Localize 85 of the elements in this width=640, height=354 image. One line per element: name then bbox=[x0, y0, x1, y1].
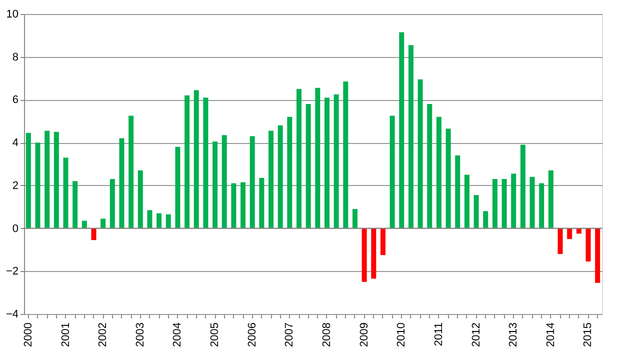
x-tick-label: 2009 bbox=[358, 322, 370, 347]
bar bbox=[138, 170, 143, 228]
bar bbox=[222, 135, 227, 228]
bar bbox=[474, 195, 479, 228]
bar bbox=[306, 104, 311, 228]
bar bbox=[427, 104, 432, 228]
bar bbox=[91, 228, 96, 240]
bar bbox=[278, 125, 283, 228]
y-tick-label: 8 bbox=[12, 51, 18, 64]
bar bbox=[586, 228, 591, 262]
bar bbox=[147, 210, 152, 228]
bar bbox=[464, 174, 470, 228]
x-tick-label: 2002 bbox=[97, 322, 110, 347]
bar bbox=[259, 178, 264, 228]
bar bbox=[26, 132, 31, 228]
bar bbox=[156, 213, 162, 228]
bar bbox=[287, 116, 292, 228]
x-tick-label: 2011 bbox=[432, 322, 445, 346]
bar bbox=[231, 183, 236, 228]
x-tick-label: 2005 bbox=[209, 322, 222, 347]
bar bbox=[502, 179, 507, 228]
x-tick-label: 2007 bbox=[284, 322, 296, 347]
bar bbox=[194, 90, 199, 228]
bar bbox=[35, 142, 40, 228]
bar bbox=[362, 228, 367, 282]
y-tick-label: 6 bbox=[12, 94, 18, 106]
bar bbox=[567, 228, 572, 239]
bar bbox=[380, 228, 386, 256]
bar bbox=[455, 155, 460, 228]
y-tick-label: 4 bbox=[12, 137, 18, 150]
bar bbox=[418, 79, 423, 228]
bar bbox=[446, 128, 451, 228]
bar bbox=[324, 98, 330, 228]
bar bbox=[511, 174, 516, 228]
bar bbox=[166, 214, 171, 228]
bar bbox=[212, 142, 218, 228]
x-tick-label: 2014 bbox=[544, 322, 557, 347]
bar bbox=[240, 182, 246, 228]
bar bbox=[548, 170, 554, 228]
x-tick-label: 2008 bbox=[320, 322, 333, 347]
bar bbox=[184, 95, 190, 228]
bar bbox=[128, 116, 134, 228]
bar bbox=[334, 94, 339, 228]
bar bbox=[520, 144, 526, 228]
bar bbox=[530, 176, 535, 228]
bar bbox=[408, 45, 414, 228]
x-tick-label: 2001 bbox=[60, 322, 72, 347]
bar bbox=[250, 136, 255, 228]
bar bbox=[595, 228, 600, 283]
bar bbox=[44, 130, 50, 228]
bar bbox=[558, 228, 563, 254]
bar bbox=[63, 158, 68, 228]
y-tick-label: 10 bbox=[6, 8, 18, 20]
x-tick-label: 2006 bbox=[246, 322, 258, 347]
bar bbox=[539, 183, 544, 228]
y-tick-label: 0 bbox=[12, 222, 18, 235]
bar bbox=[100, 218, 106, 228]
x-tick-label: 2003 bbox=[134, 322, 146, 347]
bar bbox=[175, 146, 180, 228]
bar bbox=[54, 132, 59, 228]
y-tick-label: 2 bbox=[12, 180, 18, 192]
y-tick-label: −2 bbox=[6, 266, 18, 278]
bar bbox=[483, 211, 488, 228]
bar bbox=[315, 88, 320, 228]
y-tick-label: −4 bbox=[6, 308, 18, 320]
bar bbox=[110, 179, 115, 228]
bar bbox=[436, 116, 442, 228]
bar bbox=[343, 82, 348, 228]
x-tick-label: 2015 bbox=[582, 322, 594, 347]
x-tick-label: 2012 bbox=[470, 322, 482, 347]
bar bbox=[203, 98, 208, 228]
x-tick-label: 2013 bbox=[508, 322, 520, 347]
bar bbox=[82, 220, 87, 228]
x-tick-label: 2000 bbox=[22, 322, 34, 347]
bar bbox=[268, 130, 274, 228]
bar bbox=[492, 179, 498, 228]
bar bbox=[371, 228, 376, 279]
x-tick-label: 2010 bbox=[396, 322, 408, 347]
bar bbox=[399, 32, 404, 228]
x-tick-label: 2004 bbox=[172, 322, 184, 347]
bar bbox=[352, 209, 358, 228]
bar bbox=[72, 181, 78, 228]
bar bbox=[390, 116, 395, 228]
bar bbox=[119, 138, 124, 228]
bar bbox=[296, 89, 302, 228]
